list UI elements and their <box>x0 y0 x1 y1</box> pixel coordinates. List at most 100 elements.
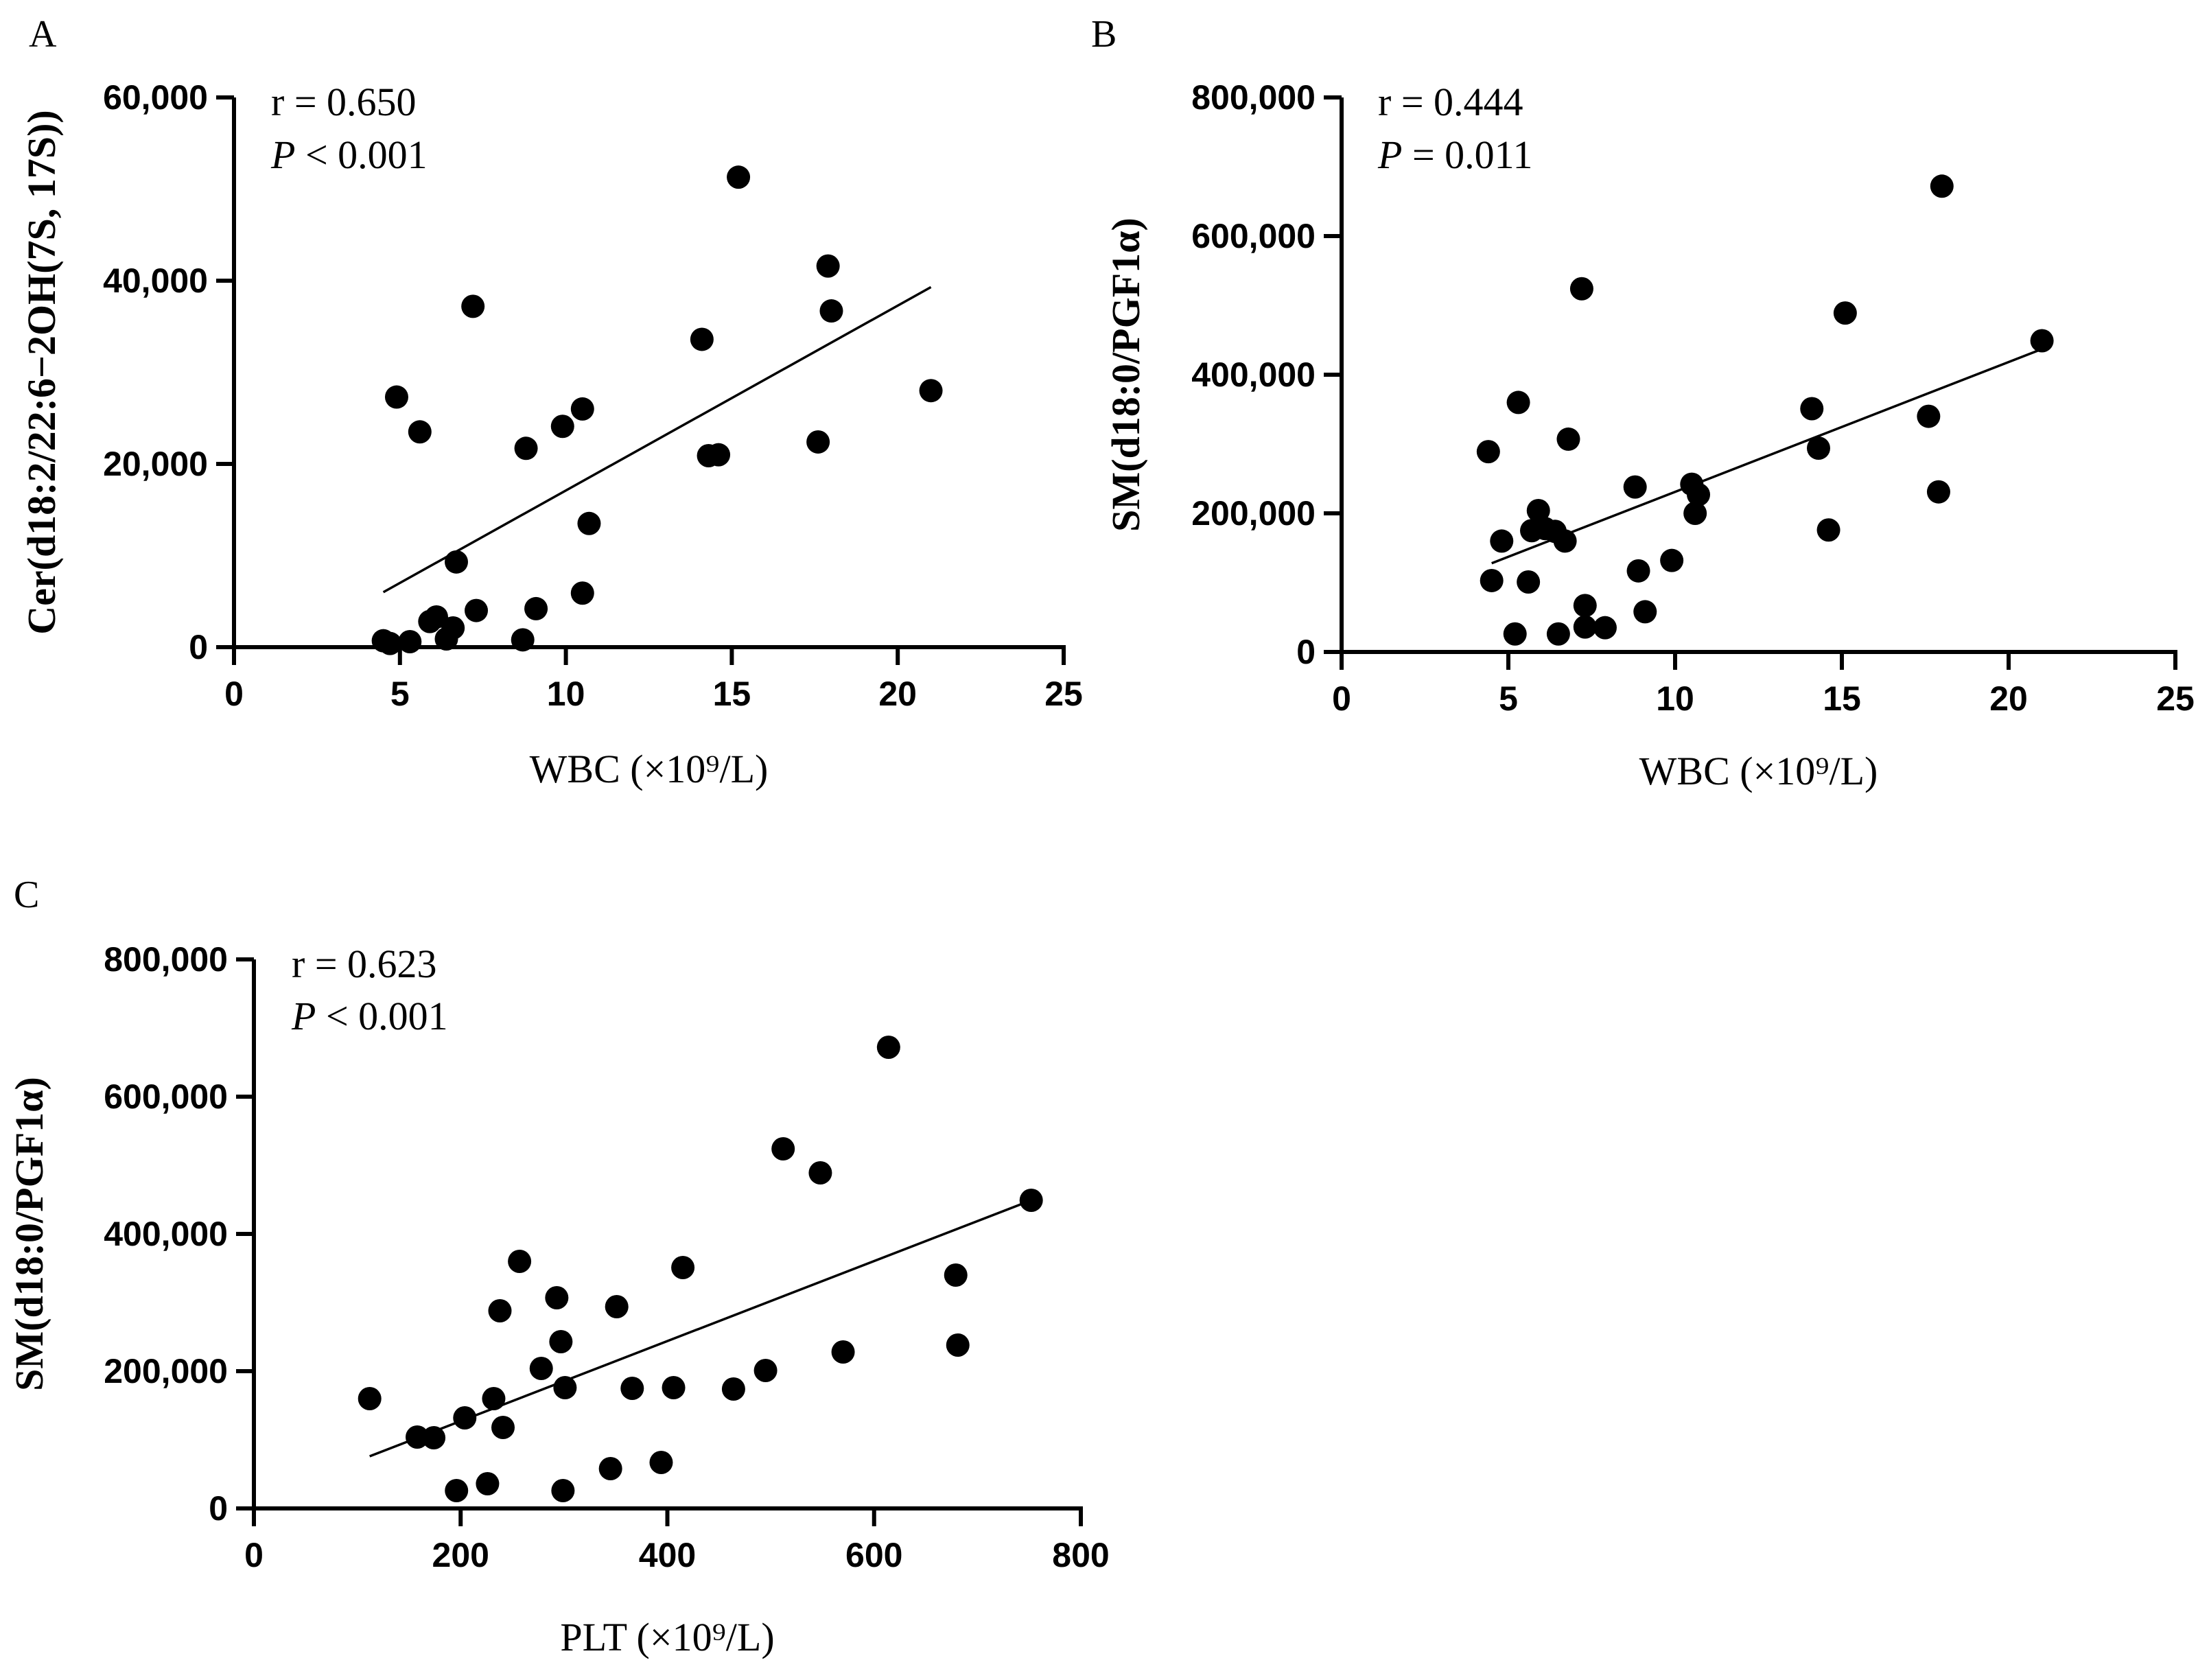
data-point <box>727 165 751 189</box>
data-point <box>508 1250 532 1273</box>
stat-p: P = 0.011 <box>1377 132 1533 177</box>
y-tick-label: 0 <box>189 628 208 666</box>
data-point <box>1546 622 1570 646</box>
x-tick-label: 0 <box>1332 679 1351 718</box>
x-axis-title: PLT (×10⁹/L) <box>560 1615 774 1659</box>
x-tick-label: 15 <box>1823 679 1861 718</box>
stat-r: r = 0.444 <box>1378 80 1523 124</box>
panel-a: A 0 20,000 40,000 60,000 0 5 10 15 20 25 Cer(d18:2/… <box>19 13 1083 791</box>
x-tick-label: 800 <box>1052 1536 1109 1574</box>
data-point <box>944 1263 968 1287</box>
data-point <box>549 1330 573 1353</box>
data-point <box>808 1161 832 1185</box>
x-tick-label: 400 <box>639 1536 696 1574</box>
x-tick-label: 600 <box>845 1536 902 1574</box>
panel-b: B 0 200,000 400,000 600,000 800,000 0 5 10 15 20 25… <box>1091 13 2195 793</box>
data-point <box>553 1376 577 1399</box>
data-point <box>545 1286 569 1309</box>
data-point <box>816 254 840 278</box>
data-point <box>398 629 422 653</box>
x-tick-label: 20 <box>1989 679 2028 718</box>
stat-p-symbol: P <box>291 994 316 1038</box>
x-tick-label: 10 <box>1656 679 1694 718</box>
data-point <box>405 1425 429 1449</box>
data-point <box>384 385 408 409</box>
data-point <box>550 415 574 439</box>
data-point <box>1526 498 1550 522</box>
data-point <box>598 1457 622 1480</box>
panel-letter: A <box>29 13 57 56</box>
data-point <box>1800 397 1824 421</box>
data-point <box>1930 174 1954 198</box>
data-point <box>424 605 448 629</box>
regression-line <box>369 1199 1032 1458</box>
data-point <box>1517 570 1541 594</box>
x-axis-title: WBC (×10⁹/L) <box>1639 749 1878 793</box>
y-tick-label: 0 <box>209 1489 228 1528</box>
data-point <box>919 379 943 403</box>
data-point <box>1476 440 1500 464</box>
y-tick-label: 800,000 <box>104 940 228 979</box>
data-point <box>1833 301 1857 325</box>
data-point <box>524 596 548 620</box>
data-point <box>707 443 731 467</box>
y-tick-label: 20,000 <box>103 445 208 483</box>
data-point <box>570 397 594 421</box>
data-point <box>1480 568 1504 592</box>
stat-p-symbol: P <box>1377 132 1402 177</box>
stat-p: P < 0.001 <box>270 132 428 177</box>
y-axis-title: Cer(d18:2/22:6−2OH(7S, 17S)) <box>19 110 64 634</box>
data-point <box>1626 559 1650 583</box>
x-tick-label: 25 <box>2156 679 2195 718</box>
data-point <box>1633 600 1657 624</box>
panel-letter: B <box>1091 13 1117 56</box>
y-tick-label: 200,000 <box>1191 494 1316 533</box>
stat-r: r = 0.650 <box>271 80 417 124</box>
data-point <box>1917 404 1941 428</box>
data-point <box>514 436 538 460</box>
regression-line <box>1491 347 2043 565</box>
data-point <box>1506 390 1530 415</box>
y-axis-title: SM(d18:0/PGF1α) <box>1103 218 1148 532</box>
data-point <box>1683 502 1707 525</box>
data-point <box>445 1479 469 1502</box>
data-point <box>649 1451 673 1474</box>
y-tick-label: 60,000 <box>103 78 208 117</box>
data-point <box>445 550 469 574</box>
stat-r: r = 0.623 <box>292 942 437 986</box>
x-tick-label: 200 <box>432 1536 489 1574</box>
x-tick-label: 5 <box>390 675 410 713</box>
data-point <box>2030 329 2054 353</box>
data-point <box>831 1340 855 1364</box>
data-point <box>946 1333 970 1357</box>
data-point <box>408 420 432 444</box>
data-point <box>1490 529 1514 553</box>
stat-p-value: < 0.001 <box>295 132 427 177</box>
data-point <box>1926 480 1950 504</box>
data-point <box>721 1377 745 1401</box>
x-tick-label: 20 <box>878 675 917 713</box>
data-point <box>1806 436 1830 460</box>
data-point <box>806 430 830 454</box>
panel-c: C 0 200,000 400,000 600,000 800,000 0 200 400 600… <box>7 874 1110 1659</box>
data-point <box>453 1406 477 1430</box>
data-point <box>690 327 714 351</box>
data-point <box>605 1295 629 1318</box>
data-point <box>620 1377 644 1400</box>
stat-p-value: = 0.011 <box>1402 132 1532 177</box>
data-point <box>1687 482 1711 506</box>
data-point <box>1593 616 1617 640</box>
data-point <box>771 1137 795 1160</box>
y-tick-label: 800,000 <box>1191 78 1316 117</box>
y-tick-label: 600,000 <box>1191 217 1316 255</box>
data-point <box>819 299 843 323</box>
x-tick-label: 15 <box>713 675 751 713</box>
data-point <box>1553 529 1577 553</box>
x-tick-label: 0 <box>244 1536 264 1574</box>
data-point <box>1573 615 1597 639</box>
data-point <box>1556 427 1580 451</box>
data-point <box>441 616 465 640</box>
regression-line <box>382 285 932 594</box>
stat-p-symbol: P <box>270 132 295 177</box>
